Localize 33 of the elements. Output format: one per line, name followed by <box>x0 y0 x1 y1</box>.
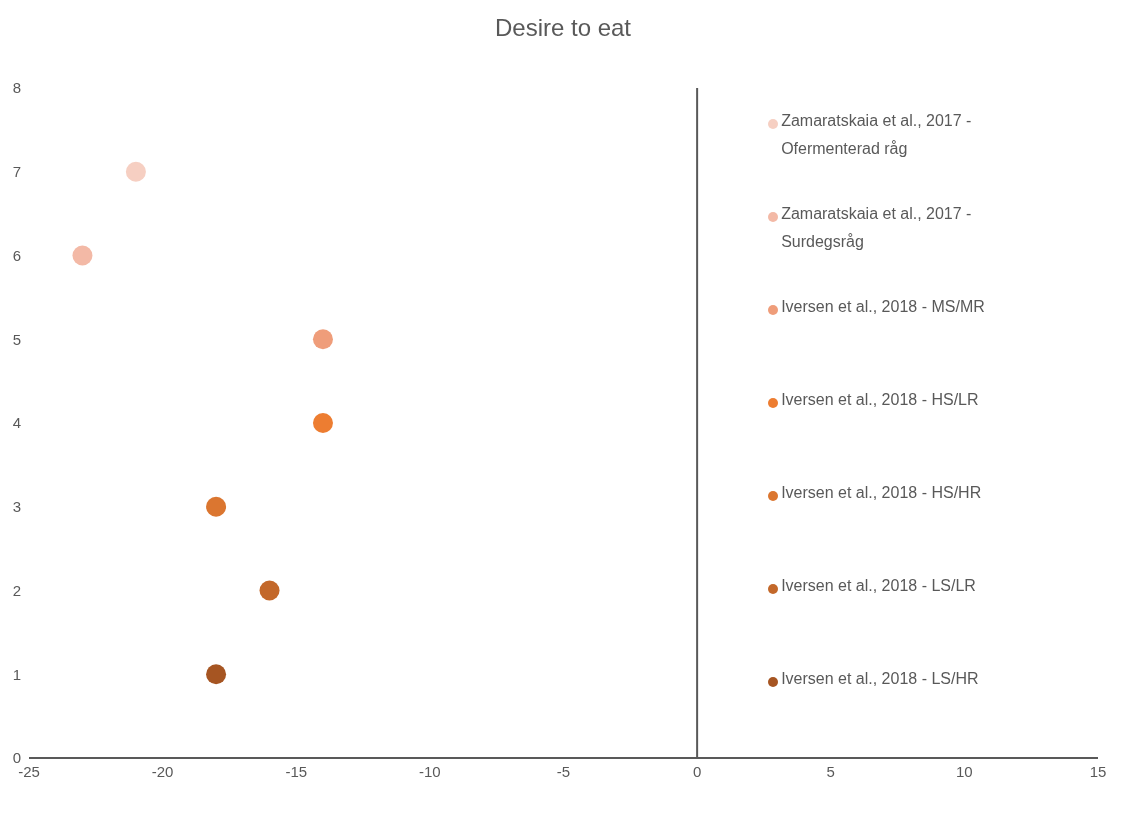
point <box>72 245 93 266</box>
x-tick-label: -25 <box>18 762 40 780</box>
y-tick-label: 7 <box>12 163 21 181</box>
x-tick-label: 0 <box>692 762 702 780</box>
point <box>206 496 227 517</box>
point <box>125 161 146 182</box>
point <box>206 664 227 685</box>
x-tick-label: -5 <box>556 762 571 780</box>
y-tick-label: 4 <box>12 414 21 432</box>
point <box>312 413 333 433</box>
point <box>259 580 280 601</box>
x-tick-label: -20 <box>151 762 174 780</box>
legend-label: Iversen et al., 2018 - LS/HR <box>781 669 980 689</box>
x-tick-label: 15 <box>1089 762 1107 780</box>
y-tick-label: 8 <box>12 79 21 97</box>
y-tick-label: 5 <box>12 330 21 348</box>
x-tick-label: 5 <box>826 762 835 780</box>
x-tick-label: -10 <box>419 762 441 780</box>
y-tick-label: 3 <box>12 498 21 516</box>
legend-label: Iversen et al., 2018 - LS/LR <box>781 576 977 596</box>
legend-label: Iversen et al., 2018 - HS/LR <box>781 390 980 410</box>
legend-label: Zamaratskaia et al., 2017 - Surdegsråg <box>781 204 973 252</box>
y-tick-label: 6 <box>12 246 21 264</box>
point <box>312 329 333 350</box>
x-tick-label: -15 <box>285 762 308 780</box>
legend-label: Iversen et al., 2018 - MS/MR <box>781 297 986 317</box>
legend-label: Zamaratskaia et al., 2017 - Ofermenterad råg <box>781 111 973 159</box>
chart-title: Desire to eat <box>493 13 633 43</box>
y-tick-label: 2 <box>12 581 21 599</box>
y-tick-label: 1 <box>12 665 21 683</box>
x-tick-label: 10 <box>956 762 973 780</box>
y-tick-label: 0 <box>12 749 21 767</box>
legend-label: Iversen et al., 2018 - HS/HR <box>781 483 983 503</box>
